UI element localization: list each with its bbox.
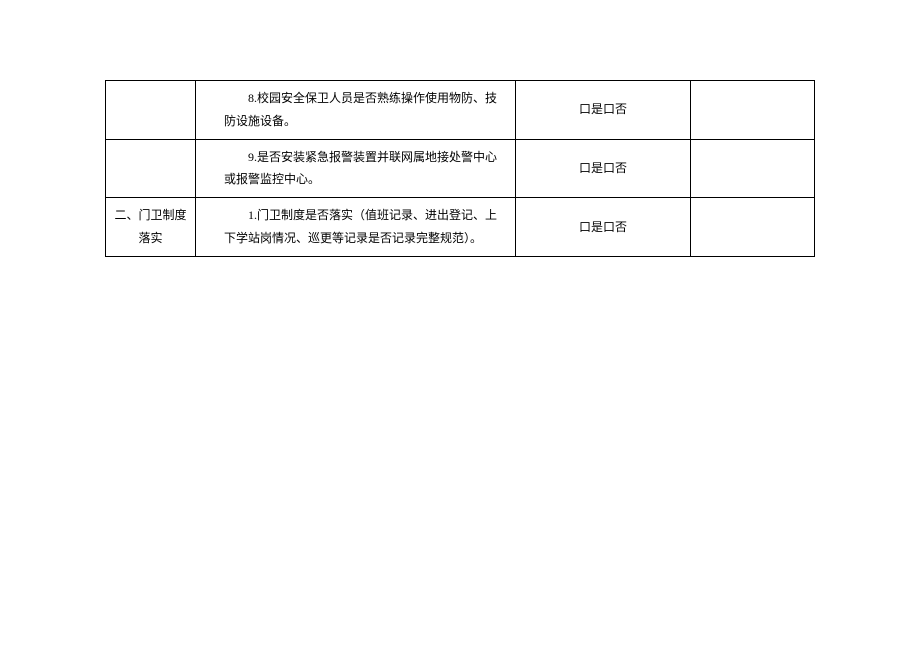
category-cell: 二、门卫制度落实 — [106, 198, 196, 257]
checklist-table: 8.校园安全保卫人员是否熟练操作使用物防、技防设施设备。 口是口否 9.是否安装… — [105, 80, 815, 257]
category-cell — [106, 139, 196, 198]
remark-cell — [691, 139, 815, 198]
check-text: 口是口否 — [579, 161, 627, 175]
category-cell — [106, 81, 196, 140]
remark-cell — [691, 81, 815, 140]
table-row: 9.是否安装紧急报警装置并联网属地接处警中心或报警监控中心。 口是口否 — [106, 139, 815, 198]
check-text: 口是口否 — [579, 220, 627, 234]
check-cell: 口是口否 — [516, 139, 691, 198]
item-cell: 8.校园安全保卫人员是否熟练操作使用物防、技防设施设备。 — [196, 81, 516, 140]
check-text: 口是口否 — [579, 102, 627, 116]
item-cell: 9.是否安装紧急报警装置并联网属地接处警中心或报警监控中心。 — [196, 139, 516, 198]
check-cell: 口是口否 — [516, 198, 691, 257]
item-cell: 1.门卫制度是否落实（值班记录、进出登记、上下学站岗情况、巡更等记录是否记录完整… — [196, 198, 516, 257]
remark-cell — [691, 198, 815, 257]
table-row: 二、门卫制度落实 1.门卫制度是否落实（值班记录、进出登记、上下学站岗情况、巡更… — [106, 198, 815, 257]
check-cell: 口是口否 — [516, 81, 691, 140]
table-row: 8.校园安全保卫人员是否熟练操作使用物防、技防设施设备。 口是口否 — [106, 81, 815, 140]
